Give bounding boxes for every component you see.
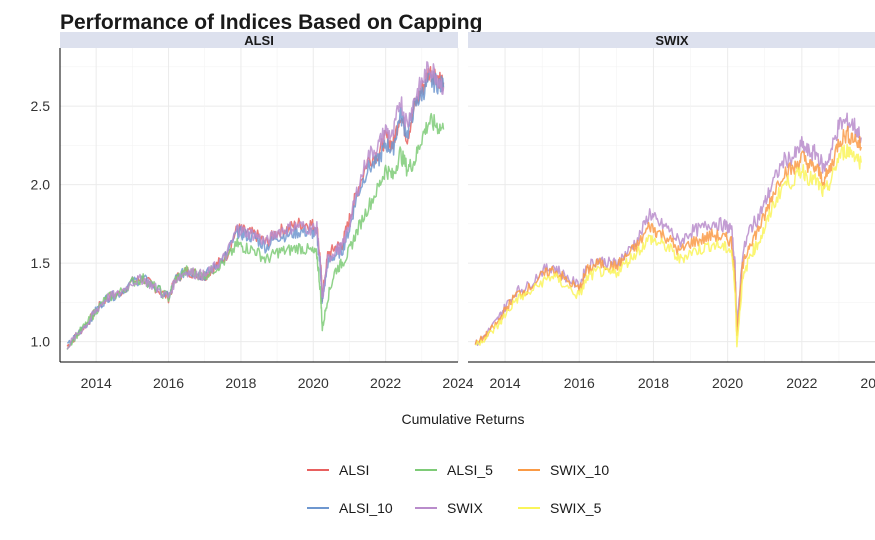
x-tick-label: 2020 bbox=[298, 375, 329, 391]
x-tick-label: 2016 bbox=[564, 375, 595, 391]
legend-item-alsi-10: ALSI_10 bbox=[307, 500, 393, 516]
legend-label: SWIX_10 bbox=[550, 462, 609, 478]
facet-panels: ALSI 2014 2016 2018 2020 2022 2024 1.0 1.5 2.0 2.5… bbox=[31, 32, 875, 391]
x-tick-label: 2024 bbox=[442, 375, 473, 391]
legend-label: SWIX_5 bbox=[550, 500, 602, 516]
legend-item-alsi-5: ALSI_5 bbox=[415, 462, 493, 478]
facet-strip-label: SWIX bbox=[655, 33, 689, 48]
facet-panel-alsi: ALSI 2014 2016 2018 2020 2022 2024 1.0 1.5 2.0 2.5 bbox=[31, 32, 474, 391]
series-line-alsi-5 bbox=[66, 112, 445, 350]
legend: ALSI ALSI_10 ALSI_5 SWIX SWIX_10 SWIX_5 bbox=[307, 462, 609, 516]
facet-strip-label: ALSI bbox=[244, 33, 274, 48]
chart-title: Performance of Indices Based on Capping bbox=[60, 11, 482, 34]
x-tick-label: 2020 bbox=[712, 375, 743, 391]
x-tick-label: 2014 bbox=[490, 375, 521, 391]
series-line-swix bbox=[474, 112, 862, 346]
legend-item-swix: SWIX bbox=[415, 500, 483, 516]
legend-label: ALSI_10 bbox=[339, 500, 393, 516]
x-axis-title: Cumulative Returns bbox=[402, 411, 525, 427]
series-line-swix bbox=[66, 61, 445, 350]
y-tick-label: 2.0 bbox=[31, 177, 51, 193]
facet-strip bbox=[468, 32, 875, 48]
legend-label: ALSI bbox=[339, 462, 369, 478]
x-tick-label: 2024 bbox=[860, 375, 875, 391]
y-tick-label: 1.0 bbox=[31, 334, 51, 350]
legend-item-swix-10: SWIX_10 bbox=[518, 462, 609, 478]
x-tick-label: 2022 bbox=[786, 375, 817, 391]
x-tick-label: 2018 bbox=[225, 375, 256, 391]
x-tick-label: 2022 bbox=[370, 375, 401, 391]
y-tick-label: 2.5 bbox=[31, 98, 51, 114]
legend-item-alsi: ALSI bbox=[307, 462, 369, 478]
legend-item-swix-5: SWIX_5 bbox=[518, 500, 602, 516]
facet-panel-swix: SWIX 2014 2016 2018 2020 2022 2024 bbox=[468, 32, 875, 391]
y-tick-label: 1.5 bbox=[31, 255, 51, 271]
series-line-alsi-10 bbox=[67, 70, 445, 346]
series-line-swix-5 bbox=[475, 143, 862, 348]
legend-label: ALSI_5 bbox=[447, 462, 493, 478]
x-tick-label: 2018 bbox=[638, 375, 669, 391]
legend-label: SWIX bbox=[447, 500, 483, 516]
series-line-alsi bbox=[66, 65, 445, 348]
x-tick-label: 2016 bbox=[153, 375, 184, 391]
x-tick-label: 2014 bbox=[81, 375, 112, 391]
facet-strip bbox=[60, 32, 458, 48]
series-line-swix-10 bbox=[474, 125, 862, 345]
